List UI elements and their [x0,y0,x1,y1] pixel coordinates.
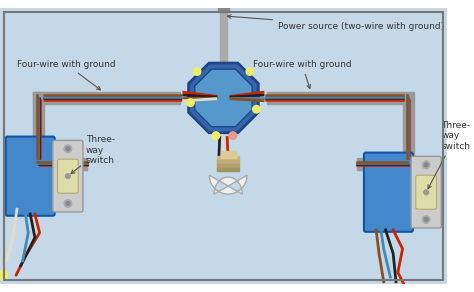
Text: Three-
way
switch: Three- way switch [428,121,470,189]
Polygon shape [189,63,258,133]
Circle shape [422,216,430,223]
Text: Four-wire with ground: Four-wire with ground [17,60,116,90]
Bar [218,8,229,12]
Text: Power source (two-wire with ground): Power source (two-wire with ground) [228,15,444,31]
Circle shape [187,99,194,106]
Bar [217,164,239,168]
Bar [33,158,87,170]
Circle shape [422,161,430,168]
Circle shape [66,201,70,205]
Circle shape [193,68,201,75]
Circle shape [424,163,428,167]
FancyBboxPatch shape [416,175,437,209]
Circle shape [253,105,260,113]
Bar [357,158,414,170]
Bar [33,92,44,170]
Text: Four-wire with ground: Four-wire with ground [253,60,351,88]
FancyBboxPatch shape [57,159,78,193]
FancyBboxPatch shape [411,157,441,228]
Circle shape [402,289,412,292]
Bar [33,92,180,104]
Circle shape [0,270,8,280]
Circle shape [246,68,254,75]
Bar [220,151,236,158]
FancyBboxPatch shape [6,137,55,216]
FancyBboxPatch shape [53,140,83,212]
Bar [217,160,239,164]
Bar [267,92,402,104]
Bar [219,8,227,72]
Bar [217,157,239,160]
Text: Three-
way
switch: Three- way switch [71,135,115,174]
Circle shape [229,132,237,139]
Bar [217,168,239,171]
Circle shape [66,147,70,151]
Circle shape [212,132,219,139]
FancyBboxPatch shape [364,153,413,232]
Circle shape [65,174,70,178]
Bar [402,92,414,170]
Circle shape [424,218,428,221]
Circle shape [64,145,72,153]
Circle shape [424,190,428,194]
Circle shape [64,200,72,207]
Polygon shape [195,69,252,127]
Polygon shape [210,175,247,194]
